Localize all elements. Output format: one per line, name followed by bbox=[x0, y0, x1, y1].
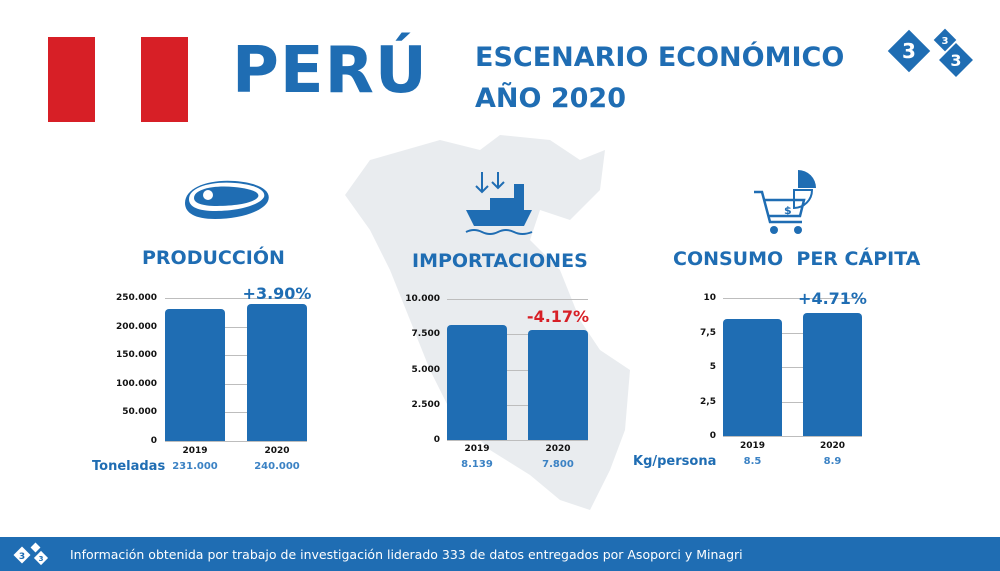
y-tick-label: 10 bbox=[703, 293, 716, 303]
country-title: PERÚ bbox=[232, 34, 428, 108]
y-tick-label: 5.000 bbox=[411, 364, 440, 375]
section-title-consumo: CONSUMO PER CÁPITA bbox=[673, 248, 921, 270]
meat-icon bbox=[185, 180, 269, 219]
gridline bbox=[447, 299, 588, 300]
y-tick-label: 200.000 bbox=[116, 321, 157, 332]
section-title-produccion: PRODUCCIÓN bbox=[142, 247, 285, 269]
logo-333: 3 3 3 bbox=[887, 28, 973, 77]
value-label: 8.9 bbox=[823, 456, 842, 467]
svg-text:3: 3 bbox=[19, 552, 25, 562]
shopping-cart-icon: $ bbox=[754, 170, 816, 234]
x-tick-label: 2020 bbox=[264, 446, 290, 456]
gridline bbox=[165, 412, 307, 414]
y-tick-label: 100.000 bbox=[116, 378, 157, 389]
value-label: 240.000 bbox=[254, 461, 300, 472]
gridline bbox=[723, 367, 862, 368]
y-tick-label: 0 bbox=[709, 431, 716, 441]
change-percent: +4.71% bbox=[798, 289, 867, 308]
bar-2020 bbox=[247, 303, 307, 441]
x-tick-label: 2020 bbox=[819, 441, 846, 451]
cargo-ship-icon bbox=[465, 172, 533, 235]
y-tick-label: 150.000 bbox=[116, 350, 157, 361]
gridline bbox=[447, 404, 588, 406]
gridline bbox=[447, 440, 588, 441]
y-tick-label: 0 bbox=[433, 435, 440, 445]
bar-2019 bbox=[165, 308, 225, 441]
y-tick-label: 50.000 bbox=[122, 407, 157, 418]
subtitle-line1: ESCENARIO ECONÓMICO bbox=[475, 42, 845, 73]
gridline bbox=[723, 436, 862, 437]
bar-2019 bbox=[723, 318, 782, 436]
bar-2020 bbox=[803, 313, 862, 436]
section-title-importaciones: IMPORTACIONES bbox=[412, 250, 588, 272]
gridline bbox=[165, 383, 307, 385]
y-tick-label: 7,5 bbox=[700, 327, 716, 338]
svg-text:3: 3 bbox=[950, 51, 961, 70]
x-tick-label: 2020 bbox=[545, 444, 571, 454]
value-label: 8.5 bbox=[743, 456, 762, 467]
x-tick-label: 2019 bbox=[464, 444, 490, 454]
gridline bbox=[165, 298, 307, 299]
y-tick-label: 2.500 bbox=[411, 399, 440, 410]
gridline bbox=[447, 369, 588, 371]
unit-label: Toneladas bbox=[92, 459, 166, 474]
value-label: 7.800 bbox=[542, 459, 574, 470]
gridline bbox=[165, 441, 307, 442]
bar-2019 bbox=[447, 325, 507, 440]
gridline bbox=[447, 334, 588, 336]
x-tick-label: 2019 bbox=[739, 441, 766, 451]
svg-text:3: 3 bbox=[942, 36, 949, 47]
footer-logo-333: 3 3 bbox=[13, 542, 49, 566]
gridline bbox=[165, 326, 307, 328]
y-tick-label: 7.500 bbox=[411, 329, 440, 340]
unit-label: Kg/persona bbox=[633, 454, 717, 469]
value-label: 231.000 bbox=[172, 461, 218, 472]
value-label: 8.139 bbox=[461, 459, 493, 470]
y-tick-label: 250.000 bbox=[116, 293, 157, 303]
change-percent: -4.17% bbox=[526, 307, 590, 326]
gridline bbox=[165, 355, 307, 357]
x-tick-label: 2019 bbox=[182, 446, 208, 456]
gridline bbox=[723, 401, 862, 403]
svg-text:$: $ bbox=[784, 204, 792, 217]
svg-text:3: 3 bbox=[902, 39, 916, 63]
gridline bbox=[723, 332, 862, 334]
y-tick-label: 10.000 bbox=[405, 294, 440, 304]
footer-bar: 3 3 Información obtenida por trabajo de … bbox=[0, 537, 1000, 571]
y-tick-label: 0 bbox=[150, 436, 157, 446]
peru-flag bbox=[48, 37, 189, 122]
y-tick-label: 5 bbox=[709, 362, 716, 372]
change-percent: +3.90% bbox=[242, 284, 312, 303]
svg-text:3: 3 bbox=[39, 555, 44, 563]
bar-2020 bbox=[528, 330, 588, 440]
y-tick-label: 2,5 bbox=[700, 396, 716, 407]
footer-source-text: Información obtenida por trabajo de inve… bbox=[70, 546, 743, 562]
subtitle-line2: AÑO 2020 bbox=[475, 83, 626, 114]
gridline bbox=[723, 298, 862, 299]
